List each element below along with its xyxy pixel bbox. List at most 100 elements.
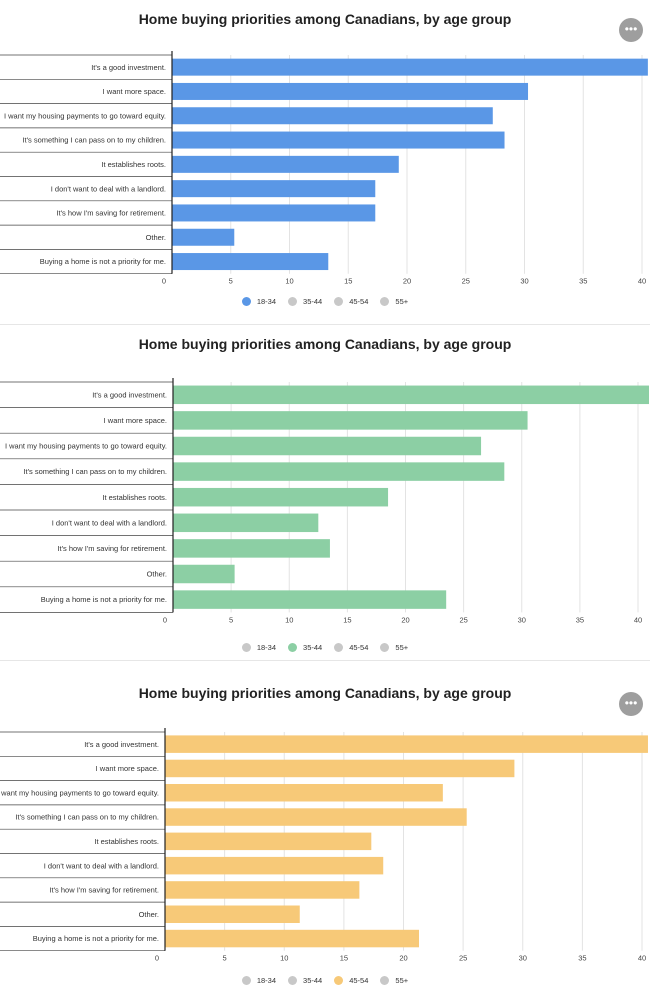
x-tick-label: 25 [459, 615, 467, 624]
legend-item[interactable]: 35-44 [288, 975, 322, 985]
x-tick-label: 30 [520, 277, 528, 286]
category-label: It's a good investment. [84, 740, 159, 749]
bar-chart: It's a good investment. I want more space… [0, 51, 648, 286]
x-tick-label: 15 [344, 277, 352, 286]
x-tick-label: 10 [285, 615, 293, 624]
legend-item[interactable]: 55+ [380, 975, 408, 985]
legend-label: 18-34 [256, 296, 277, 306]
legend-item[interactable]: 45-54 [334, 975, 369, 985]
x-tick-label: 20 [401, 615, 409, 624]
more-options-button[interactable]: ••• [619, 692, 643, 716]
x-tick-label: 35 [579, 277, 587, 286]
bar[interactable] [165, 832, 372, 851]
bar[interactable] [172, 155, 399, 173]
x-tick-label: 0 [163, 615, 167, 624]
x-tick-label: 35 [576, 615, 584, 624]
category-label: It's a good investment. [92, 390, 167, 399]
bar[interactable] [172, 253, 329, 271]
category-label: It's how I'm saving for retirement. [57, 544, 167, 553]
legend-swatch [241, 296, 251, 306]
legend-label: 18-34 [256, 975, 277, 985]
category-label: I don't want to deal with a landlord. [44, 861, 159, 870]
bar[interactable] [173, 564, 235, 584]
x-tick-label: 10 [280, 954, 288, 963]
category-label: I want my housing payments to go toward … [5, 442, 167, 451]
chart-title: Home buying priorities among Canadians, … [138, 685, 512, 701]
more-options-button[interactable]: ••• [619, 18, 643, 42]
category-label: Other. [147, 570, 167, 579]
bar[interactable] [173, 411, 528, 430]
chart-legend: 18-34 35-44 45-54 55+ [0, 294, 650, 308]
legend-item[interactable]: 18-34 [241, 642, 277, 652]
legend-label: 45-54 [349, 296, 369, 306]
category-label: I want my housing payments to go toward … [0, 788, 159, 797]
x-tick-label: 35 [578, 954, 586, 963]
legend-item[interactable]: 55+ [380, 642, 408, 652]
legend-swatch [241, 642, 251, 652]
panel-divider [0, 660, 650, 661]
legend-swatch [334, 642, 344, 652]
x-tick-label: 25 [462, 277, 470, 286]
legend-item[interactable]: 55+ [380, 296, 409, 306]
bar[interactable] [172, 82, 529, 100]
legend-item[interactable]: 45-54 [334, 642, 369, 652]
bar-chart: It's a good investment. I want more space… [0, 728, 648, 963]
bar[interactable] [172, 180, 376, 198]
legend-label: 18-34 [256, 642, 277, 652]
bar[interactable] [165, 808, 467, 826]
bar[interactable] [165, 905, 300, 924]
bar[interactable] [173, 513, 319, 533]
bar[interactable] [165, 759, 515, 778]
x-tick-label: 5 [223, 954, 227, 963]
x-tick-label: 40 [638, 277, 646, 286]
legend-label: 35-44 [303, 642, 323, 652]
category-label: It's how I'm saving for retirement. [56, 209, 166, 218]
legend-item[interactable]: 35-44 [288, 296, 323, 306]
category-label: I want my housing payments to go toward … [4, 111, 166, 120]
bar[interactable] [173, 385, 649, 405]
legend-swatch [380, 975, 390, 985]
bar[interactable] [165, 784, 443, 802]
bar[interactable] [165, 735, 648, 753]
legend-item[interactable]: 18-34 [241, 975, 277, 985]
legend-item[interactable]: 45-54 [334, 296, 369, 306]
bar[interactable] [172, 204, 376, 222]
category-label: It's something I can pass on to my child… [15, 813, 159, 822]
bar[interactable] [172, 131, 505, 149]
legend-swatch [288, 296, 298, 306]
ellipsis-icon: ••• [624, 696, 638, 710]
category-label: I want more space. [96, 764, 159, 773]
bar[interactable] [173, 590, 447, 609]
legend-label: 35-44 [303, 296, 323, 306]
legend-item[interactable]: 35-44 [288, 642, 323, 652]
legend-label: 45-54 [349, 975, 369, 985]
bar[interactable] [165, 929, 420, 948]
category-label: It establishes roots. [101, 160, 166, 169]
bar[interactable] [173, 487, 389, 507]
bar[interactable] [173, 462, 505, 481]
bar[interactable] [172, 228, 235, 246]
category-label: It's something I can pass on to my child… [22, 136, 166, 145]
legend-item[interactable]: 18-34 [241, 296, 277, 306]
ellipsis-icon: ••• [624, 22, 638, 36]
x-tick-label: 25 [459, 954, 467, 963]
chart-title: Home buying priorities among Canadians, … [138, 336, 512, 352]
bar[interactable] [172, 58, 648, 76]
bar[interactable] [173, 539, 330, 558]
chart-legend: 18-34 35-44 45-54 55+ [0, 640, 650, 654]
x-tick-label: 40 [634, 615, 642, 624]
x-tick-label: 30 [519, 954, 527, 963]
x-tick-label: 30 [518, 615, 526, 624]
bar[interactable] [165, 881, 360, 899]
bar[interactable] [165, 856, 384, 875]
legend-swatch [241, 975, 251, 985]
category-label: It establishes roots. [94, 837, 159, 846]
bar[interactable] [173, 436, 482, 456]
x-tick-label: 40 [638, 954, 646, 963]
x-tick-label: 5 [229, 277, 233, 286]
category-label: I want more space. [103, 87, 166, 96]
legend-label: 55+ [395, 296, 409, 306]
legend-label: 45-54 [349, 642, 369, 652]
bar[interactable] [172, 107, 493, 125]
category-label: I don't want to deal with a landlord. [52, 518, 167, 527]
